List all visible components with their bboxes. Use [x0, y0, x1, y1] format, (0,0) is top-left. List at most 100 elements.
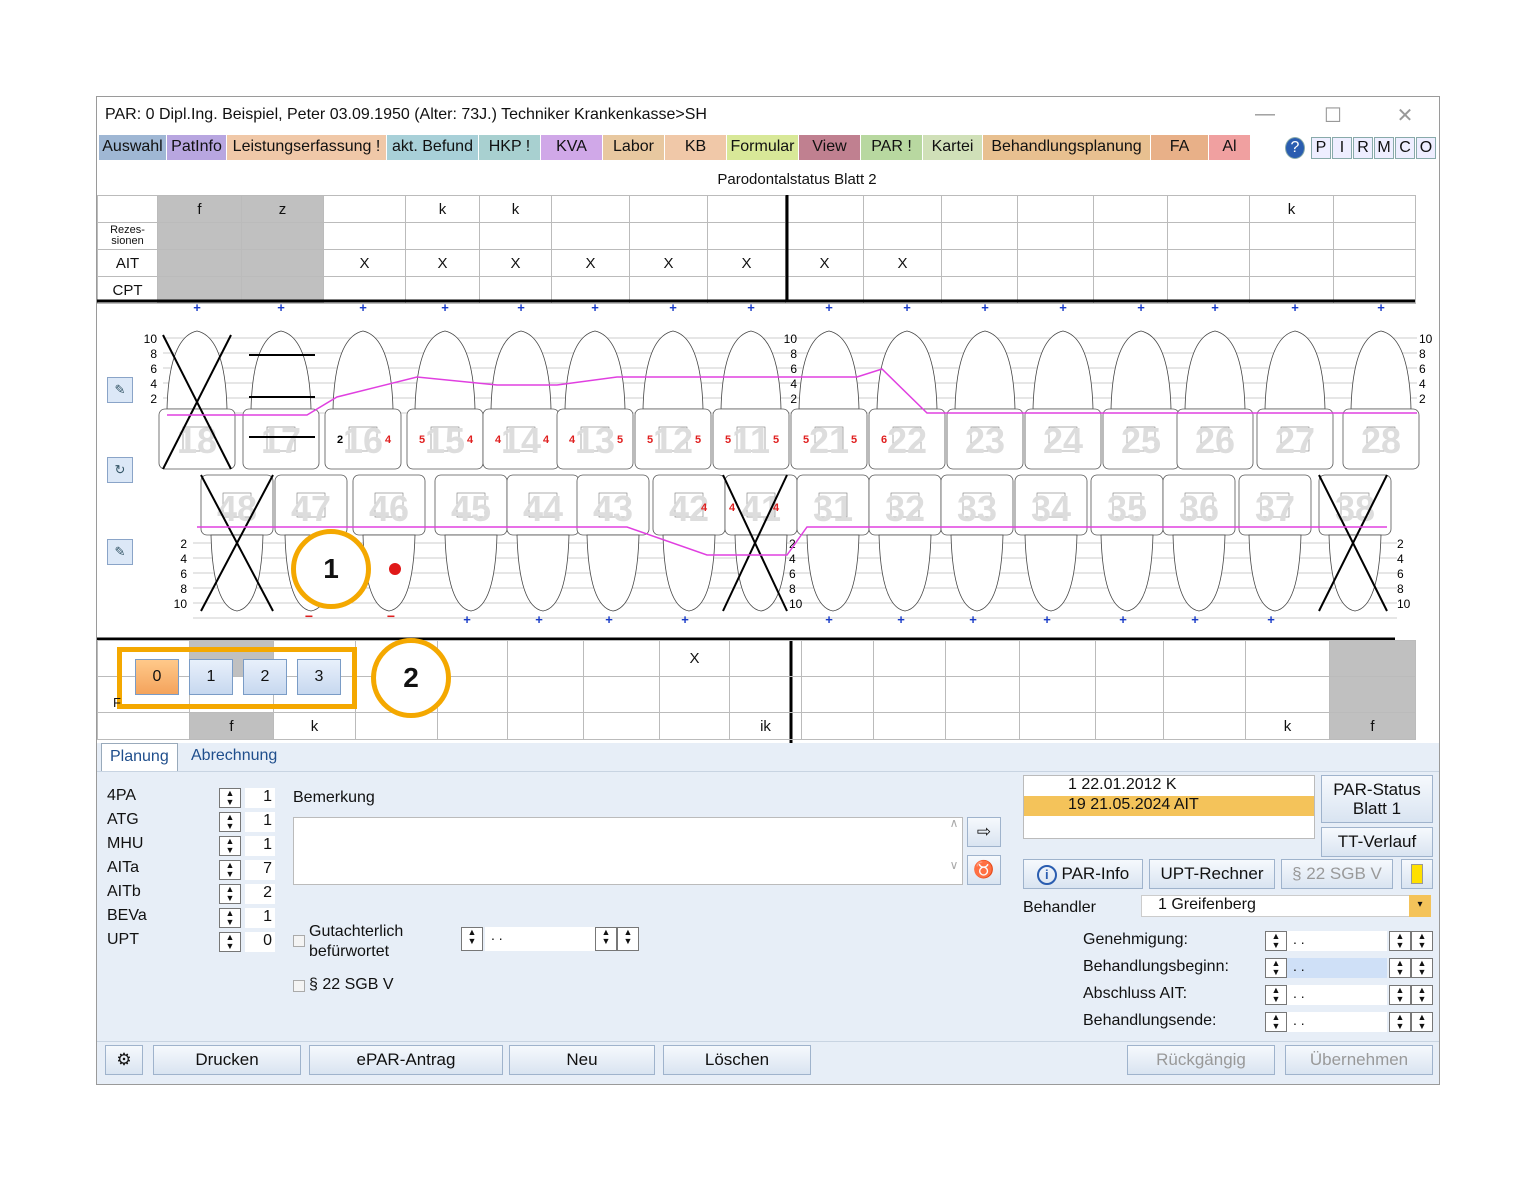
upper-grid-cell[interactable] [551, 276, 630, 304]
lower-grid-cell[interactable] [945, 640, 1020, 677]
history-list[interactable]: 1 22.01.2012 K 19 21.05.2024 AIT [1023, 775, 1315, 839]
lower-grid-cell[interactable] [1095, 676, 1164, 713]
tab-auswahl[interactable]: Auswahl [99, 135, 167, 160]
sgb-checkbox[interactable] [293, 980, 305, 992]
level-button-1[interactable]: 1 [189, 659, 233, 695]
upper-grid-cell[interactable] [241, 222, 324, 250]
tab-al[interactable]: Al [1209, 135, 1251, 160]
lower-grid-cell[interactable] [729, 640, 802, 677]
minimize-button[interactable]: — [1255, 103, 1275, 125]
quick-button-c[interactable]: C [1395, 137, 1415, 159]
code-spinner[interactable]: ▲ ▼ [219, 812, 241, 832]
date-field[interactable]: . . [1287, 958, 1387, 978]
gutachter-date-field[interactable]: . . [485, 927, 597, 951]
date-spinner[interactable]: ▲ ▼ [1411, 958, 1433, 978]
lower-status-cell[interactable] [945, 712, 1020, 740]
rueckgaengig-button[interactable]: Rückgängig [1127, 1045, 1275, 1075]
gutachter-date-spinner-2[interactable]: ▲ ▼ [595, 927, 617, 951]
chevron-down-icon[interactable]: ▾ [1409, 895, 1431, 917]
lower-status-cell[interactable]: f [189, 712, 274, 740]
lower-grid-cell[interactable] [873, 640, 946, 677]
code-spinner[interactable]: ▲ ▼ [219, 908, 241, 928]
neu-button[interactable]: Neu [509, 1045, 655, 1075]
gutachter-date-spinner-3[interactable]: ▲ ▼ [617, 927, 639, 951]
upper-grid-cell[interactable] [1093, 249, 1168, 277]
history-entry[interactable]: 1 22.01.2012 K [1068, 776, 1177, 793]
rotate-icon[interactable]: ↻ [107, 457, 133, 483]
upper-grid-cell[interactable] [629, 276, 708, 304]
date-spinner[interactable]: ▲ ▼ [1389, 985, 1411, 1005]
code-spinner[interactable]: ▲ ▼ [219, 860, 241, 880]
lower-grid-cell[interactable]: X [659, 640, 730, 677]
lower-grid-cell[interactable] [507, 676, 584, 713]
help-icon[interactable]: ? [1285, 137, 1305, 159]
tab-view[interactable]: View [799, 135, 861, 160]
upper-grid-cell[interactable] [157, 276, 242, 304]
upper-grid-cell[interactable]: X [629, 249, 708, 277]
quick-button-m[interactable]: M [1374, 137, 1394, 159]
upper-grid-cell[interactable] [1249, 276, 1334, 304]
code-value[interactable]: 1 [245, 908, 275, 928]
lower-status-cell[interactable] [507, 712, 584, 740]
date-field[interactable]: . . [1287, 931, 1387, 951]
upper-status-cell[interactable] [1093, 195, 1168, 223]
lower-grid-cell[interactable] [729, 676, 802, 713]
lower-grid-cell[interactable] [801, 640, 874, 677]
tooth-icon[interactable]: ♉ [967, 855, 1001, 885]
upper-grid-cell[interactable] [863, 276, 942, 304]
lower-status-cell[interactable] [355, 712, 438, 740]
par-info-button[interactable]: i PAR-Info [1023, 859, 1143, 889]
upper-grid-cell[interactable] [1093, 222, 1168, 250]
lower-status-cell[interactable]: k [273, 712, 356, 740]
date-field[interactable]: . . [1287, 985, 1387, 1005]
lower-grid-cell[interactable] [873, 676, 946, 713]
tab-kva[interactable]: KVA [541, 135, 603, 160]
maximize-button[interactable]: ☐ [1324, 105, 1342, 127]
level-button-0[interactable]: 0 [135, 659, 179, 695]
edit-lower-icon[interactable]: ✎ [107, 539, 133, 565]
lower-grid-cell[interactable] [1329, 676, 1416, 713]
upper-grid-cell[interactable] [479, 222, 552, 250]
code-value[interactable]: 1 [245, 836, 275, 856]
behandler-select[interactable]: 1 Greifenberg [1141, 895, 1431, 917]
lower-grid-cell[interactable] [1095, 640, 1164, 677]
close-button[interactable]: ✕ [1396, 105, 1414, 127]
loeschen-button[interactable]: Löschen [663, 1045, 811, 1075]
upper-grid-cell[interactable] [941, 222, 1018, 250]
date-field[interactable]: . . [1287, 1012, 1387, 1032]
upper-status-cell[interactable] [551, 195, 630, 223]
lower-grid-cell[interactable] [659, 676, 730, 713]
upper-status-cell[interactable]: z [241, 195, 324, 223]
lower-grid-cell[interactable] [1245, 676, 1330, 713]
code-spinner[interactable]: ▲ ▼ [219, 836, 241, 856]
upper-grid-cell[interactable] [1249, 222, 1334, 250]
lower-status-cell[interactable] [1095, 712, 1164, 740]
par-status-button[interactable]: PAR-Status Blatt 1 [1321, 775, 1433, 823]
sgb-button[interactable]: § 22 SGB V [1281, 859, 1393, 889]
upper-grid-cell[interactable] [785, 222, 864, 250]
lower-grid-cell[interactable] [1019, 676, 1096, 713]
level-button-2[interactable]: 2 [243, 659, 287, 695]
upper-status-cell[interactable] [785, 195, 864, 223]
upper-grid-cell[interactable]: X [405, 249, 480, 277]
date-spinner[interactable]: ▲ ▼ [1389, 958, 1411, 978]
upper-grid-cell[interactable] [157, 249, 242, 277]
upper-grid-cell[interactable] [785, 276, 864, 304]
code-value[interactable]: 7 [245, 860, 275, 880]
upper-status-cell[interactable] [707, 195, 786, 223]
lower-grid-cell[interactable] [1329, 640, 1416, 677]
scroll-down-icon[interactable]: ∨ [949, 858, 959, 872]
upper-grid-cell[interactable] [707, 276, 786, 304]
lower-status-cell[interactable]: ik [729, 712, 802, 740]
code-value[interactable]: 0 [245, 932, 275, 952]
lower-grid-cell[interactable] [1019, 640, 1096, 677]
tab-planung[interactable]: Planung [101, 743, 178, 771]
date-spinner[interactable]: ▲ ▼ [1265, 1012, 1287, 1032]
upper-grid-cell[interactable] [241, 249, 324, 277]
tt-verlauf-button[interactable]: TT-Verlauf [1321, 827, 1433, 857]
upper-grid-cell[interactable]: X [551, 249, 630, 277]
gutachter-date-spinner[interactable]: ▲ ▼ [461, 927, 483, 951]
lower-status-cell[interactable] [659, 712, 730, 740]
tab-kb[interactable]: KB [665, 135, 727, 160]
upt-rechner-button[interactable]: UPT-Rechner [1149, 859, 1275, 889]
